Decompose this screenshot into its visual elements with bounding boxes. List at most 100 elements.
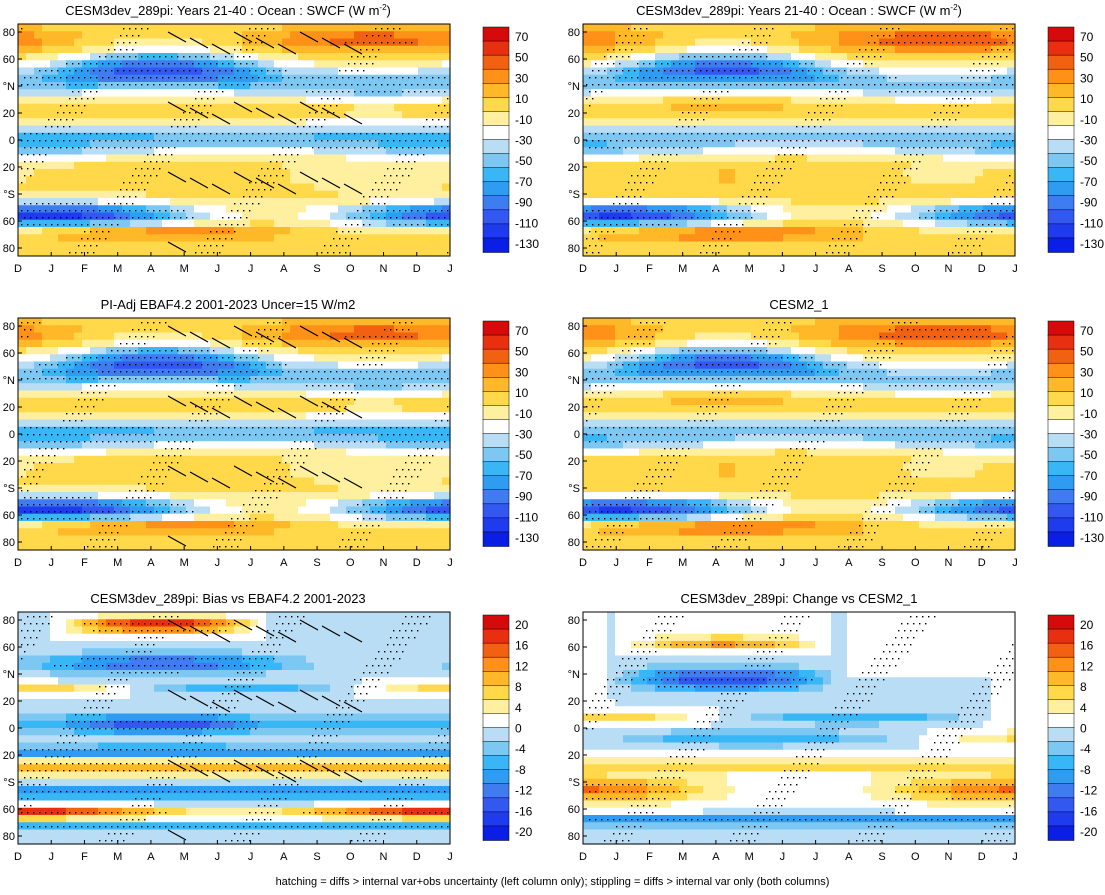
heatmap-cell <box>258 24 267 32</box>
heatmap-cell <box>655 198 664 206</box>
stipple-dot <box>198 91 200 93</box>
stipple-dot <box>129 70 131 72</box>
heatmap-cell <box>186 45 195 54</box>
heatmap-cell <box>386 96 395 105</box>
heatmap-cell <box>122 89 131 98</box>
stipple-dot <box>138 133 140 135</box>
heatmap-cell <box>927 227 936 235</box>
heatmap-cell <box>831 161 840 170</box>
heatmap-cell <box>170 219 179 228</box>
stipple-dot <box>369 224 371 226</box>
heatmap-cell <box>250 198 259 206</box>
heatmap-cell <box>314 198 323 206</box>
stipple-dot <box>117 196 119 198</box>
heatmap-cell <box>202 161 211 170</box>
heatmap-cell <box>442 103 451 112</box>
heatmap-cell <box>831 89 840 98</box>
heatmap-cell <box>386 241 395 250</box>
heatmap-cell <box>306 161 315 170</box>
heatmap-cell <box>855 219 864 228</box>
heatmap-cell <box>999 103 1008 112</box>
heatmap-cell <box>663 205 672 214</box>
stipple-dot <box>429 126 431 128</box>
stipple-dot <box>72 203 74 205</box>
heatmap-cell <box>106 74 115 83</box>
heatmap-cell <box>402 169 411 177</box>
stipple-dot <box>138 147 140 149</box>
heatmap-cell <box>114 67 123 76</box>
heatmap-cell <box>975 205 984 214</box>
heatmap-cell <box>434 227 443 235</box>
stipple-dot <box>342 91 344 93</box>
colorbar-label: 70 <box>515 30 529 44</box>
stipple-dot <box>420 77 422 79</box>
heatmap-cell <box>919 241 928 250</box>
heatmap-cell <box>426 205 435 214</box>
stipple-dot <box>141 168 143 170</box>
heatmap-cell <box>663 103 672 112</box>
heatmap-cell <box>735 205 744 214</box>
heatmap-cell <box>999 96 1008 105</box>
heatmap-cell <box>418 205 427 214</box>
heatmap-cell <box>847 60 856 69</box>
heatmap-cell <box>282 241 291 250</box>
heatmap-cell <box>687 125 696 134</box>
stipple-dot <box>153 140 155 142</box>
stipple-dot <box>646 70 648 72</box>
heatmap-cell <box>959 125 968 134</box>
heatmap-cell <box>671 45 680 54</box>
heatmap-cell <box>975 198 984 206</box>
heatmap-cell <box>775 96 784 105</box>
heatmap-cell <box>903 161 912 170</box>
heatmap-cell <box>290 89 299 98</box>
stipple-dot <box>72 119 74 121</box>
heatmap-cell <box>306 140 315 148</box>
heatmap-cell <box>655 125 664 134</box>
heatmap-cell <box>879 183 888 192</box>
stipple-dot <box>435 140 437 142</box>
heatmap-cell <box>943 31 952 40</box>
stipple-dot <box>988 84 990 86</box>
heatmap-cell <box>290 53 299 61</box>
heatmap-cell <box>410 118 419 127</box>
heatmap-cell <box>146 234 155 243</box>
heatmap-cell <box>82 219 91 228</box>
heatmap-cell <box>703 176 712 185</box>
heatmap-cell <box>823 89 832 98</box>
heatmap-cell <box>607 147 616 156</box>
heatmap-cell <box>879 82 888 90</box>
heatmap-cell <box>823 31 832 40</box>
heatmap-cell <box>615 147 624 156</box>
heatmap-cell <box>202 205 211 214</box>
heatmap-cell <box>831 205 840 214</box>
heatmap-cell <box>887 125 896 134</box>
heatmap-cell <box>791 45 800 54</box>
stipple-dot <box>967 105 969 107</box>
stipple-dot <box>832 112 834 114</box>
stipple-dot <box>102 217 104 219</box>
heatmap-cell <box>895 45 904 54</box>
stipple-dot <box>982 70 984 72</box>
heatmap-cell <box>879 74 888 83</box>
stipple-dot <box>423 154 425 156</box>
heatmap-cell <box>831 132 840 141</box>
heatmap-cell <box>607 241 616 250</box>
heatmap-cell <box>735 31 744 40</box>
heatmap-cell <box>783 125 792 134</box>
heatmap-cell <box>623 60 632 69</box>
heatmap-cell <box>122 111 131 119</box>
heatmap-cell <box>146 212 155 221</box>
heatmap-cell <box>999 118 1008 127</box>
heatmap-cell <box>34 60 43 69</box>
stipple-dot <box>21 84 23 86</box>
stipple-dot <box>390 133 392 135</box>
stipple-dot <box>679 119 681 121</box>
heatmap-cell <box>290 198 299 206</box>
heatmap-cell <box>82 147 91 156</box>
heatmap-cell <box>655 60 664 69</box>
stipple-dot <box>607 77 609 79</box>
heatmap-cell <box>983 161 992 170</box>
heatmap-cell <box>967 140 976 148</box>
heatmap-cell <box>378 111 387 119</box>
stipple-dot <box>399 140 401 142</box>
